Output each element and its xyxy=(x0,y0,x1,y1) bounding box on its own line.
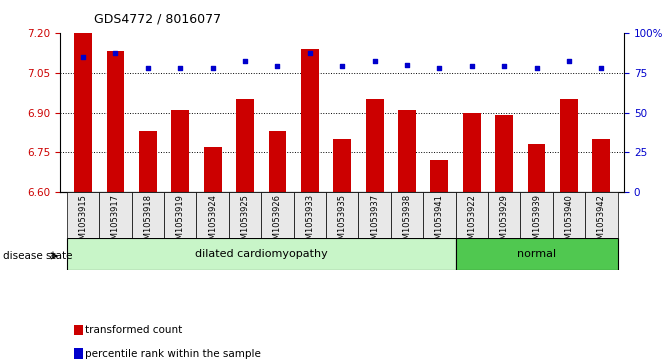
Bar xyxy=(585,192,617,238)
Bar xyxy=(527,144,546,192)
Bar xyxy=(333,139,351,192)
Bar xyxy=(456,238,617,270)
Bar xyxy=(456,192,488,238)
Point xyxy=(564,58,574,64)
Text: GSM1053940: GSM1053940 xyxy=(564,194,574,250)
Bar xyxy=(366,99,384,192)
Bar xyxy=(358,192,391,238)
Bar xyxy=(261,192,294,238)
Point xyxy=(434,65,445,71)
Bar xyxy=(488,192,521,238)
Bar xyxy=(197,192,229,238)
Point xyxy=(78,54,89,60)
Text: disease state: disease state xyxy=(3,251,73,261)
Point xyxy=(142,65,153,71)
Point xyxy=(110,50,121,56)
Bar xyxy=(560,99,578,192)
Bar xyxy=(99,192,132,238)
Point xyxy=(337,63,348,69)
Point xyxy=(305,50,315,56)
Point xyxy=(207,65,218,71)
Bar xyxy=(553,192,585,238)
Text: normal: normal xyxy=(517,249,556,259)
Point xyxy=(240,58,250,64)
Text: GSM1053925: GSM1053925 xyxy=(240,194,250,250)
Text: dilated cardiomyopathy: dilated cardiomyopathy xyxy=(195,249,327,259)
Bar xyxy=(495,115,513,192)
Bar xyxy=(229,192,261,238)
Text: GSM1053922: GSM1053922 xyxy=(467,194,476,250)
Text: GSM1053933: GSM1053933 xyxy=(305,194,314,250)
Bar xyxy=(132,192,164,238)
Bar xyxy=(294,192,326,238)
Text: GSM1053937: GSM1053937 xyxy=(370,194,379,250)
Point xyxy=(369,58,380,64)
Text: GSM1053919: GSM1053919 xyxy=(176,194,185,250)
Text: GSM1053935: GSM1053935 xyxy=(338,194,347,250)
Point xyxy=(596,65,607,71)
Text: GSM1053918: GSM1053918 xyxy=(144,194,152,250)
Bar xyxy=(463,113,480,192)
Text: GSM1053917: GSM1053917 xyxy=(111,194,120,250)
Bar xyxy=(171,110,189,192)
Text: GSM1053924: GSM1053924 xyxy=(208,194,217,250)
Point xyxy=(272,63,282,69)
Bar xyxy=(592,139,610,192)
Point xyxy=(466,63,477,69)
Text: GSM1053939: GSM1053939 xyxy=(532,194,541,250)
Bar xyxy=(398,110,416,192)
Bar xyxy=(236,99,254,192)
Text: percentile rank within the sample: percentile rank within the sample xyxy=(85,348,261,359)
Bar xyxy=(74,33,92,192)
Point xyxy=(531,65,542,71)
Bar xyxy=(521,192,553,238)
Text: GSM1053941: GSM1053941 xyxy=(435,194,444,250)
Point xyxy=(402,62,413,68)
Point xyxy=(499,63,509,69)
Bar xyxy=(164,192,197,238)
Text: transformed count: transformed count xyxy=(85,325,183,335)
Bar xyxy=(326,192,358,238)
Bar xyxy=(139,131,157,192)
Bar xyxy=(67,192,99,238)
Bar xyxy=(423,192,456,238)
Bar xyxy=(268,131,287,192)
Bar xyxy=(67,238,456,270)
Bar xyxy=(431,160,448,192)
Text: GSM1053942: GSM1053942 xyxy=(597,194,606,250)
Bar xyxy=(301,49,319,192)
Text: GSM1053929: GSM1053929 xyxy=(500,194,509,250)
Text: GSM1053938: GSM1053938 xyxy=(403,194,411,250)
Bar xyxy=(391,192,423,238)
Point xyxy=(175,65,186,71)
Text: GSM1053926: GSM1053926 xyxy=(273,194,282,250)
Text: GDS4772 / 8016077: GDS4772 / 8016077 xyxy=(94,13,221,26)
Bar xyxy=(204,147,221,192)
Bar xyxy=(107,51,124,192)
Text: GSM1053915: GSM1053915 xyxy=(79,194,87,250)
